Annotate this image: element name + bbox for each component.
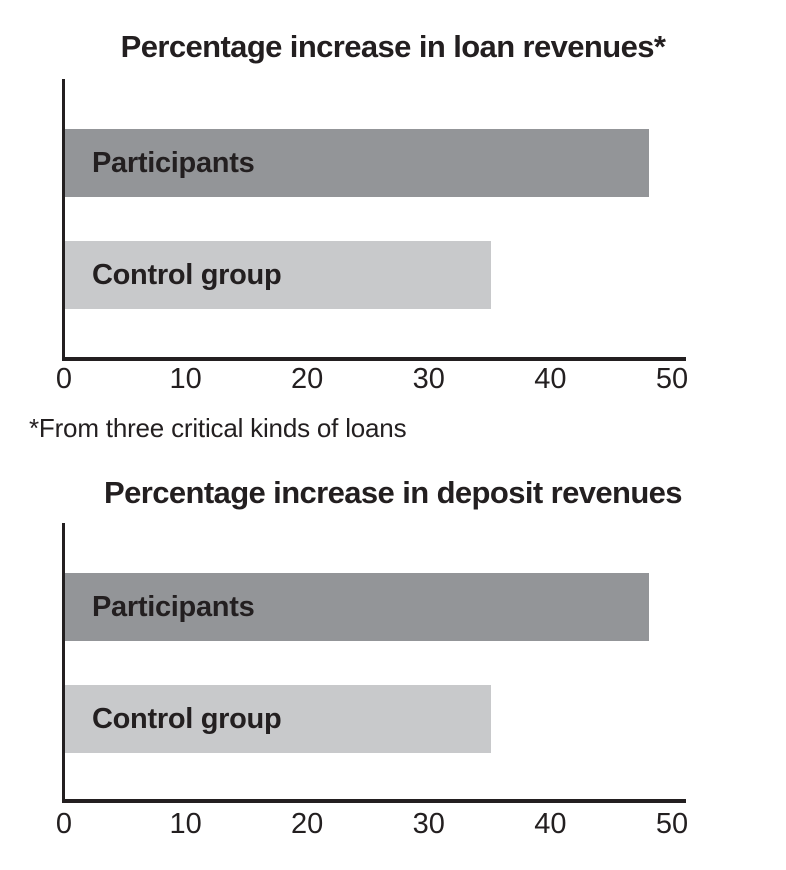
plot-area: Participants Control group: [62, 523, 686, 803]
x-axis-tick-label: 50: [655, 363, 689, 395]
chart-title: Percentage increase in loan revenues*: [120, 29, 666, 64]
x-axis-tick-labels: 0 10 20 30 40 50: [56, 362, 702, 398]
chart-title: Percentage increase in deposit revenues: [104, 475, 683, 510]
bar-label: Control group: [92, 702, 282, 735]
bar-label: Control group: [92, 258, 282, 291]
x-axis-tick-label: 10: [169, 808, 202, 840]
x-axis-tick-label: 50: [655, 808, 689, 840]
chart-footnote: *From three critical kinds of loans: [29, 413, 407, 443]
bar-label: Participants: [92, 590, 255, 623]
x-axis-tick-label: 30: [412, 808, 445, 840]
bar-participants: Participants: [65, 129, 649, 197]
bar-participants: Participants: [65, 573, 649, 641]
bar-control-group: Control group: [65, 685, 491, 753]
x-axis-tick-label: 40: [534, 363, 567, 395]
x-axis-tick-label: 0: [55, 363, 73, 395]
x-axis-tick-label: 40: [534, 808, 567, 840]
x-axis-tick-label: 30: [412, 363, 445, 395]
x-axis-tick-label: 20: [291, 808, 324, 840]
bar-label: Participants: [92, 146, 255, 179]
x-axis-tick-label: 20: [291, 363, 324, 395]
x-axis-tick-label: 0: [55, 808, 73, 840]
x-axis-tick-label: 10: [169, 363, 202, 395]
x-axis-tick-labels: 0 10 20 30 40 50: [56, 807, 702, 843]
bar-control-group: Control group: [65, 241, 491, 309]
plot-area: Participants Control group: [62, 79, 686, 361]
